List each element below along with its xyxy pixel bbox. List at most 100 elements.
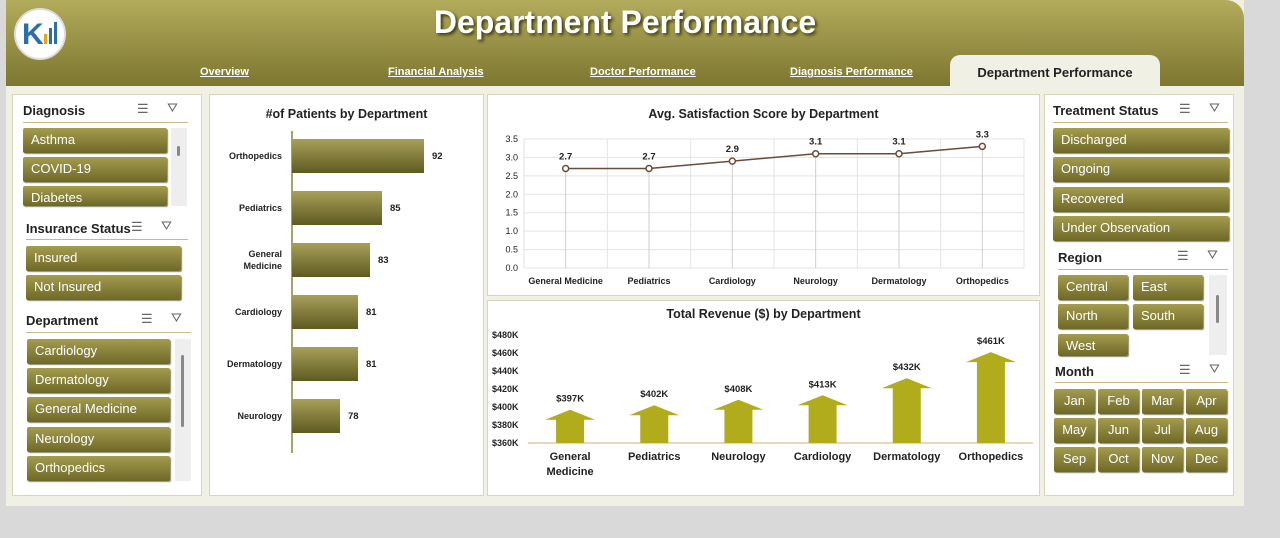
category-label: Neurology bbox=[237, 411, 282, 421]
treatment-item-discharged[interactable]: Discharged bbox=[1053, 128, 1229, 153]
diagnosis-item-diabetes[interactable]: Diabetes bbox=[23, 186, 167, 206]
y-tick-label: $420K bbox=[492, 384, 519, 394]
nav-link-doctor-performance[interactable]: Doctor Performance bbox=[590, 66, 696, 78]
department-item-general-medicine[interactable]: General Medicine bbox=[27, 397, 170, 422]
treatment-slicer-title: Treatment Status bbox=[1053, 103, 1159, 118]
treatment-item-ongoing[interactable]: Ongoing bbox=[1053, 157, 1229, 182]
month-item-jan[interactable]: Jan bbox=[1054, 389, 1095, 414]
month-item-jun[interactable]: Jun bbox=[1098, 418, 1139, 443]
insurance-item-insured[interactable]: Insured bbox=[26, 246, 181, 271]
x-tick-label: Pediatrics bbox=[627, 276, 670, 286]
y-tick-label: 0.0 bbox=[505, 263, 518, 273]
bar-orthopedics bbox=[292, 139, 424, 173]
clear-filter-icon[interactable]: ⛛ bbox=[167, 100, 178, 115]
multi-select-icon[interactable]: ☰ bbox=[1177, 248, 1189, 263]
department-item-cardiology[interactable]: Cardiology bbox=[27, 339, 170, 364]
right-slicer-panel: Treatment Status ☰ ⛛ Discharged Ongoing … bbox=[1044, 94, 1234, 496]
x-tick-label: Cardiology bbox=[794, 451, 852, 463]
bar-pediatrics bbox=[292, 191, 382, 225]
clear-filter-icon[interactable]: ⛛ bbox=[171, 310, 182, 325]
data-label: $432K bbox=[893, 362, 921, 373]
clear-filter-icon[interactable]: ⛛ bbox=[1209, 100, 1220, 115]
data-label: $461K bbox=[977, 336, 1005, 347]
data-point bbox=[895, 149, 903, 158]
diagnosis-scrollbar[interactable] bbox=[171, 128, 187, 206]
multi-select-icon[interactable]: ☰ bbox=[1179, 362, 1191, 377]
data-point bbox=[728, 157, 737, 165]
satisfaction-chart-title: Avg. Satisfaction Score by Department bbox=[648, 107, 879, 121]
region-item-west[interactable]: West bbox=[1058, 334, 1128, 356]
clear-filter-icon[interactable]: ⛛ bbox=[1209, 361, 1220, 376]
divider bbox=[23, 122, 188, 123]
x-tick-label: Dermatology bbox=[873, 451, 941, 463]
y-tick-label: 1.5 bbox=[505, 208, 518, 218]
header-bar: K Department Performance Overview Financ… bbox=[6, 0, 1244, 86]
month-item-apr[interactable]: Apr bbox=[1186, 389, 1227, 414]
data-label: 2.9 bbox=[726, 144, 739, 155]
diagnosis-item-asthma[interactable]: Asthma bbox=[23, 128, 167, 153]
month-item-jul[interactable]: Jul bbox=[1142, 418, 1183, 443]
month-item-nov[interactable]: Nov bbox=[1142, 447, 1183, 472]
category-label: Medicine bbox=[243, 261, 282, 271]
month-item-oct[interactable]: Oct bbox=[1098, 447, 1139, 472]
multi-select-icon[interactable]: ☰ bbox=[131, 219, 143, 234]
month-item-feb[interactable]: Feb bbox=[1098, 389, 1139, 414]
arrow-bar bbox=[713, 399, 764, 443]
nav-link-financial-analysis[interactable]: Financial Analysis bbox=[388, 66, 484, 78]
y-tick-label: 0.5 bbox=[505, 245, 518, 255]
arrow-bar bbox=[629, 405, 680, 443]
data-label: 83 bbox=[378, 255, 389, 266]
y-tick-label: 3.0 bbox=[505, 152, 518, 162]
diagnosis-item-covid-19[interactable]: COVID-19 bbox=[23, 157, 167, 182]
y-tick-label: 3.5 bbox=[505, 134, 518, 144]
region-item-north[interactable]: North bbox=[1058, 304, 1128, 329]
left-slicer-panel: Diagnosis ☰ ⛛ Asthma COVID-19 Diabetes I… bbox=[12, 94, 202, 496]
department-item-orthopedics[interactable]: Orthopedics bbox=[27, 456, 170, 481]
data-label: 92 bbox=[432, 151, 443, 162]
multi-select-icon[interactable]: ☰ bbox=[137, 101, 149, 116]
patients-chart-panel: #of Patients by Department Orthopedics 92… bbox=[209, 94, 484, 496]
category-label: Cardiology bbox=[235, 307, 282, 317]
clear-filter-icon[interactable]: ⛛ bbox=[1207, 247, 1218, 262]
month-item-mar[interactable]: Mar bbox=[1142, 389, 1183, 414]
x-tick-label: General bbox=[550, 451, 591, 463]
x-tick-label: Dermatology bbox=[871, 276, 926, 286]
nav-link-overview[interactable]: Overview bbox=[200, 66, 249, 78]
department-scrollbar[interactable] bbox=[175, 339, 191, 481]
divider bbox=[26, 332, 191, 333]
logo-icon: K bbox=[22, 18, 57, 51]
treatment-item-recovered[interactable]: Recovered bbox=[1053, 187, 1229, 212]
data-point bbox=[811, 149, 820, 158]
x-tick-label: Cardiology bbox=[709, 276, 756, 286]
region-item-central[interactable]: Central bbox=[1058, 275, 1128, 300]
revenue-chart-panel: Total Revenue ($) by Department $360K $38… bbox=[487, 300, 1040, 496]
month-item-aug[interactable]: Aug bbox=[1186, 418, 1227, 443]
patients-chart-title: #of Patients by Department bbox=[265, 107, 428, 121]
patients-bar-chart: Orthopedics 92 Pediatrics 85 General Medicine… bbox=[227, 131, 443, 453]
multi-select-icon[interactable]: ☰ bbox=[141, 311, 153, 326]
x-tick-label: Pediatrics bbox=[628, 451, 681, 463]
region-item-east[interactable]: East bbox=[1133, 275, 1203, 300]
month-item-sep[interactable]: Sep bbox=[1054, 447, 1095, 472]
category-label: General bbox=[248, 249, 282, 259]
clear-filter-icon[interactable]: ⛛ bbox=[161, 218, 172, 233]
bar-general-medicine bbox=[292, 243, 370, 277]
insurance-item-not-insured[interactable]: Not Insured bbox=[26, 275, 181, 300]
multi-select-icon[interactable]: ☰ bbox=[1179, 101, 1191, 116]
x-tick-label: Neurology bbox=[793, 276, 838, 286]
region-item-south[interactable]: South bbox=[1133, 304, 1203, 329]
department-item-neurology[interactable]: Neurology bbox=[27, 427, 170, 452]
divider bbox=[1053, 122, 1228, 123]
tab-department-performance[interactable]: Department Performance bbox=[950, 55, 1160, 86]
nav-link-diagnosis-performance[interactable]: Diagnosis Performance bbox=[790, 66, 913, 78]
month-item-may[interactable]: May bbox=[1054, 418, 1095, 443]
revenue-arrow-chart: $360K $380K $400K $420K $440K $460K $480K $397K… bbox=[492, 330, 1033, 478]
treatment-item-under-observation[interactable]: Under Observation bbox=[1053, 216, 1229, 241]
month-item-dec[interactable]: Dec bbox=[1186, 447, 1227, 472]
department-slicer-title: Department bbox=[26, 313, 99, 328]
data-label: 2.7 bbox=[559, 151, 572, 162]
region-scrollbar[interactable] bbox=[1209, 275, 1227, 355]
month-slicer-title: Month bbox=[1055, 364, 1094, 379]
divider bbox=[26, 239, 188, 240]
department-item-dermatology[interactable]: Dermatology bbox=[27, 368, 170, 393]
